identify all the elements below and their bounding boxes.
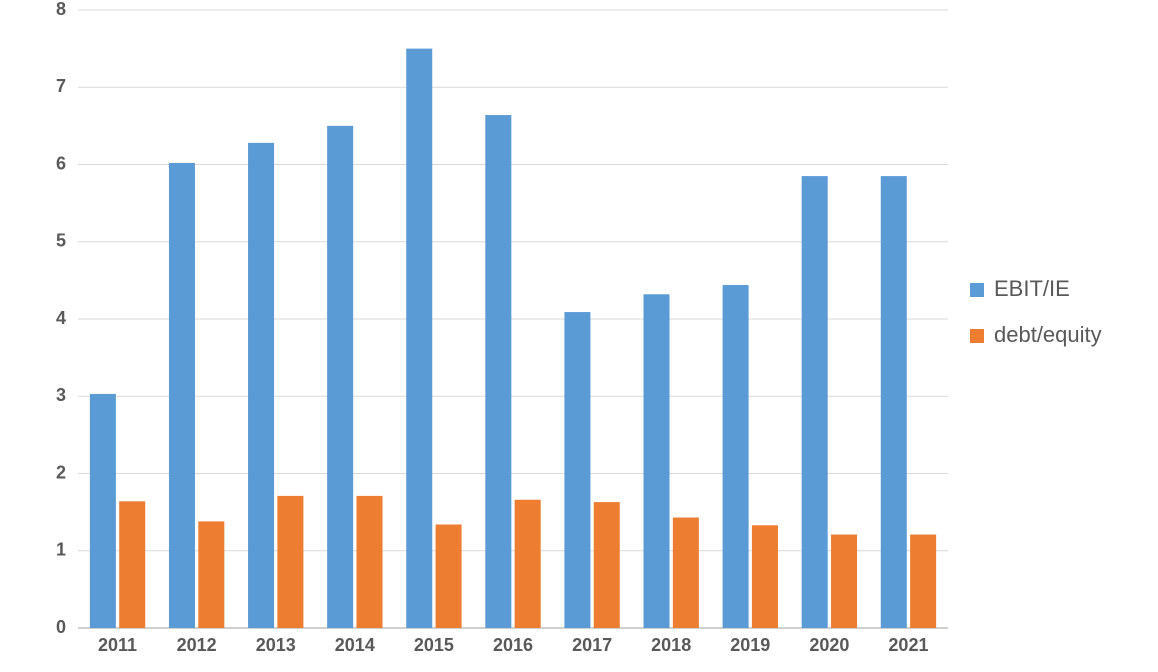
y-tick-label: 2 bbox=[56, 462, 66, 482]
bar bbox=[594, 502, 620, 628]
y-tick-label: 0 bbox=[56, 617, 66, 637]
bar bbox=[802, 176, 828, 628]
legend-swatch bbox=[970, 329, 984, 343]
x-tick-label: 2015 bbox=[414, 635, 454, 655]
bar bbox=[198, 521, 224, 628]
bar bbox=[277, 496, 303, 628]
bar bbox=[406, 49, 432, 628]
legend-label: EBIT/IE bbox=[994, 276, 1070, 301]
chart-container: 0 1 2 3 4 5 6 7 8 2011 2012 2013 2014 2015 2016 2017 201… bbox=[0, 0, 1158, 672]
y-tick-label: 7 bbox=[56, 76, 66, 96]
bar bbox=[485, 115, 511, 628]
y-tick-label: 3 bbox=[56, 385, 66, 405]
x-tick-label: 2021 bbox=[888, 635, 928, 655]
y-tick-label: 6 bbox=[56, 153, 66, 173]
x-tick-label: 2017 bbox=[572, 635, 612, 655]
legend-label: debt/equity bbox=[994, 322, 1102, 347]
bar bbox=[723, 285, 749, 628]
y-tick-label: 1 bbox=[56, 540, 66, 560]
bar bbox=[436, 524, 462, 628]
legend-swatch bbox=[970, 283, 984, 297]
bar bbox=[327, 126, 353, 628]
bar bbox=[881, 176, 907, 628]
x-tick-label: 2016 bbox=[493, 635, 533, 655]
bar bbox=[564, 312, 590, 628]
bar bbox=[910, 535, 936, 628]
bar bbox=[356, 496, 382, 628]
x-tick-label: 2019 bbox=[730, 635, 770, 655]
bar bbox=[831, 535, 857, 628]
bar bbox=[248, 143, 274, 628]
y-tick-label: 4 bbox=[56, 308, 66, 328]
x-tick-label: 2014 bbox=[335, 635, 375, 655]
bar bbox=[644, 294, 670, 628]
bar bbox=[119, 501, 145, 628]
x-tick-label: 2012 bbox=[177, 635, 217, 655]
x-tick-label: 2020 bbox=[809, 635, 849, 655]
bar bbox=[90, 394, 116, 628]
bar bbox=[673, 518, 699, 628]
bar bbox=[515, 500, 541, 628]
bar-chart: 0 1 2 3 4 5 6 7 8 2011 2012 2013 2014 2015 2016 2017 201… bbox=[0, 0, 1158, 672]
x-tick-label: 2018 bbox=[651, 635, 691, 655]
bar bbox=[169, 163, 195, 628]
x-tick-label: 2011 bbox=[98, 635, 137, 655]
y-tick-label: 5 bbox=[56, 231, 66, 251]
x-tick-label: 2013 bbox=[256, 635, 296, 655]
bar bbox=[752, 525, 778, 628]
y-tick-label: 8 bbox=[56, 0, 66, 19]
